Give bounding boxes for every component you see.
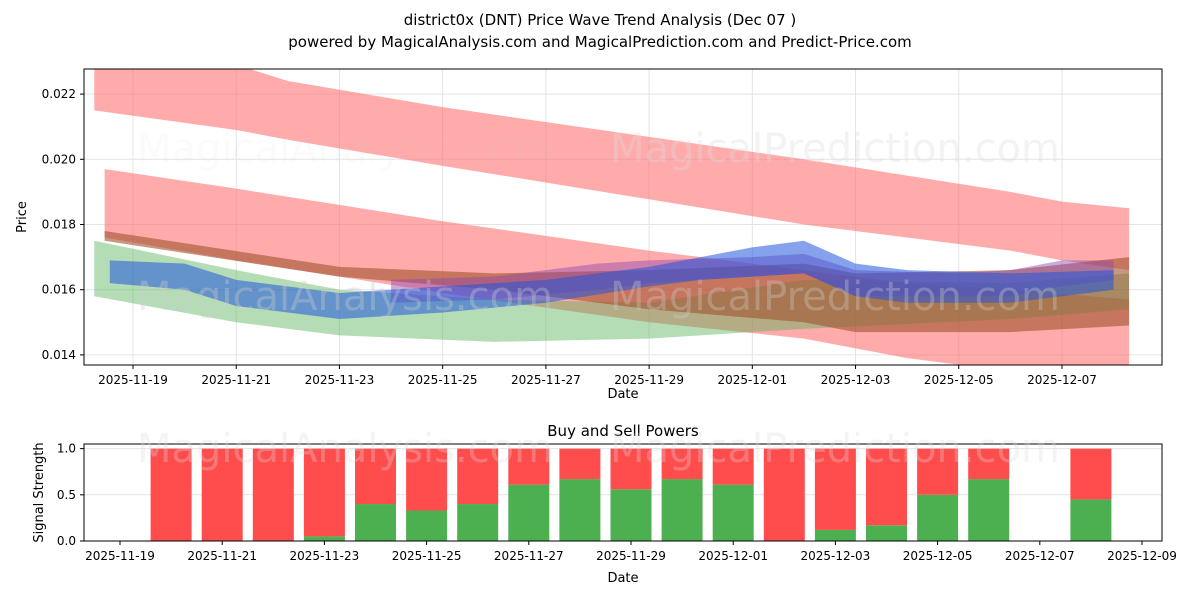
- sell-bar: [1070, 448, 1112, 500]
- watermark: MagicalAnalysis.com: [137, 274, 553, 320]
- x-tick-label: 2025-12-01: [698, 549, 768, 563]
- sell-bar: [201, 448, 243, 541]
- price-chart: 2025-11-19 2025-11-21 2025-11-23 2025-11-25…: [15, 68, 1163, 402]
- watermark: MagicalPrediction.com: [610, 126, 1060, 172]
- signal-chart-title: Buy and Sell Powers: [547, 422, 699, 440]
- buy-bar: [968, 479, 1010, 541]
- sell-bar: [610, 448, 652, 490]
- x-tick-label: 2025-12-09: [1107, 549, 1177, 563]
- sell-bar: [968, 448, 1010, 480]
- band-upper-red: [94, 69, 1130, 271]
- sell-bar: [763, 448, 805, 541]
- sell-bar: [712, 448, 754, 485]
- buy-bar: [1070, 499, 1112, 541]
- x-tick-label: 2025-11-21: [201, 373, 271, 387]
- x-tick-label: 2025-11-29: [614, 373, 684, 387]
- plot-frame: [83, 443, 1163, 542]
- buy-bar: [406, 510, 448, 541]
- y-tick-label: 0.014: [42, 348, 76, 362]
- x-tick-label: 2025-11-27: [511, 373, 581, 387]
- y-tick-label: 0.022: [42, 87, 76, 101]
- y-axis-label: Signal Strength: [32, 442, 47, 542]
- x-tick-label: 2025-11-25: [392, 549, 462, 563]
- sell-bar: [355, 448, 396, 505]
- x-tick-label: 2025-12-01: [717, 373, 787, 387]
- buy-bar: [610, 489, 652, 541]
- x-tick-label: 2025-11-25: [408, 373, 478, 387]
- buy-bar: [866, 525, 907, 541]
- sell-bar: [457, 448, 499, 505]
- sell-bar: [917, 448, 959, 495]
- x-tick-label: 2025-12-07: [1005, 549, 1075, 563]
- x-tick-label: 2025-12-07: [1027, 373, 1097, 387]
- x-tick-label: 2025-12-03: [801, 549, 871, 563]
- buy-bar: [814, 529, 856, 541]
- x-tick-label: 2025-11-19: [85, 549, 155, 563]
- signal-chart: 2025-11-19 2025-11-21 2025-11-23 2025-11-25…: [32, 422, 1177, 586]
- sell-bar: [252, 448, 294, 541]
- x-tick-label: 2025-11-19: [98, 373, 168, 387]
- y-axis-label: Price: [15, 201, 30, 233]
- x-tick-label: 2025-11-23: [305, 373, 375, 387]
- buy-bar: [559, 479, 601, 541]
- y-tick-label: 0.020: [42, 152, 76, 166]
- buy-bar: [457, 504, 499, 541]
- chart-title: district0x (DNT) Price Wave Trend Analys…: [404, 11, 796, 29]
- watermark: MagicalPrediction.com: [610, 274, 1060, 320]
- x-tick-label: 2025-12-03: [821, 373, 891, 387]
- buy-bar: [917, 494, 959, 541]
- watermark: MagicalAnalysis.com: [137, 126, 553, 172]
- y-tick-label: 1.0: [57, 442, 76, 456]
- band-blue: [109, 240, 1114, 320]
- x-tick-label: 2025-11-21: [187, 549, 257, 563]
- bands: [94, 69, 1130, 365]
- x-axis-label: Date: [607, 387, 638, 402]
- chart-subtitle: powered by MagicalAnalysis.com and Magic…: [288, 33, 912, 51]
- sell-bar: [150, 448, 192, 541]
- sell-bar: [559, 448, 601, 480]
- buy-bar: [303, 536, 345, 541]
- buy-bar: [508, 484, 550, 541]
- x-tick-label: 2025-11-27: [494, 549, 564, 563]
- y-tick-label: 0.018: [42, 217, 76, 231]
- watermark: MagicalPrediction.com: [610, 426, 1060, 472]
- x-axis-label: Date: [607, 571, 638, 586]
- buy-bar: [661, 479, 703, 541]
- buy-bar: [712, 484, 754, 541]
- x-tick-label: 2025-11-29: [596, 549, 666, 563]
- buy-bar: [355, 504, 396, 541]
- sell-bar: [508, 448, 550, 485]
- y-tick-label: 0.016: [42, 283, 76, 297]
- y-tick-label: 0.5: [57, 488, 76, 502]
- sell-bar: [406, 448, 448, 511]
- x-tick-label: 2025-12-05: [924, 373, 994, 387]
- x-tick-label: 2025-11-23: [290, 549, 360, 563]
- x-tick-label: 2025-12-05: [903, 549, 973, 563]
- watermark: MagicalAnalysis.com: [137, 426, 553, 472]
- sell-bar: [866, 448, 907, 526]
- y-tick-label: 0.0: [57, 534, 76, 548]
- sell-bar: [303, 448, 345, 537]
- sell-bar: [661, 448, 703, 480]
- plot-frame: [83, 68, 1163, 366]
- sell-bar: [814, 448, 856, 530]
